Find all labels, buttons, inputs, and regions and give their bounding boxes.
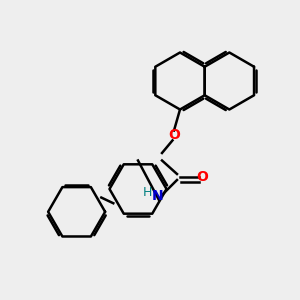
Text: H: H — [142, 185, 152, 199]
Text: O: O — [168, 128, 180, 142]
Text: N: N — [152, 190, 163, 203]
Text: O: O — [196, 170, 208, 184]
